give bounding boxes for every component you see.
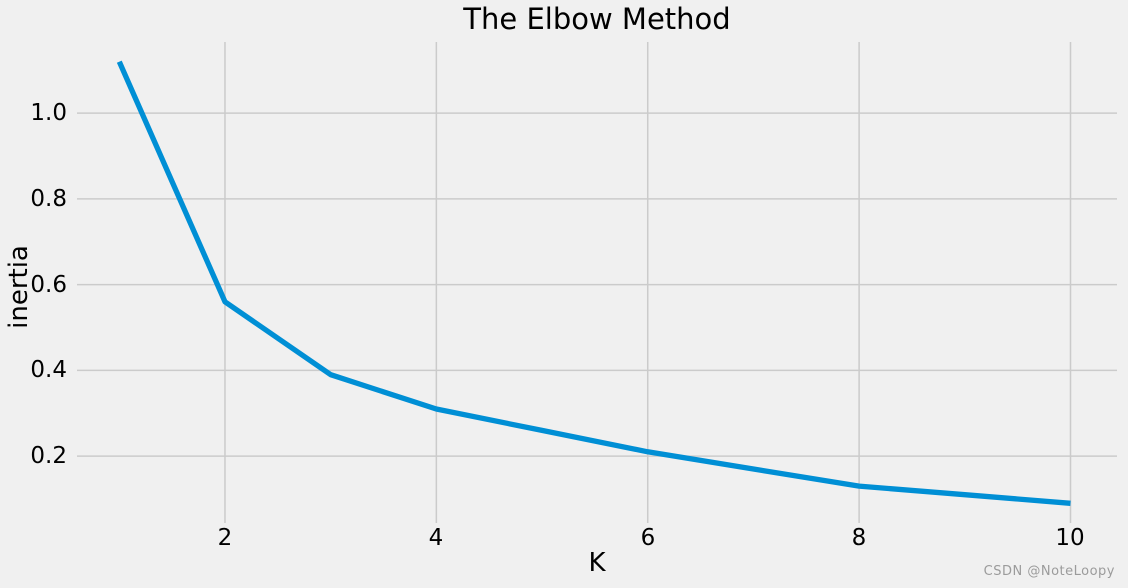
- y-tick-label: 1.0: [30, 100, 67, 126]
- x-tick-label: 6: [640, 525, 656, 551]
- y-tick-label: 0.4: [30, 357, 67, 383]
- y-tick-label: 0.6: [30, 272, 67, 298]
- inertia-line: [116, 60, 1071, 506]
- watermark: CSDN @NoteLoopy: [983, 564, 1115, 579]
- x-tick-label: 4: [428, 525, 444, 551]
- x-tick-label: 10: [1055, 525, 1085, 551]
- chart-title: The Elbow Method: [463, 2, 731, 36]
- y-axis-label: inertia: [4, 245, 34, 329]
- y-tick-label: 0.2: [30, 443, 67, 469]
- x-tick-label: 8: [851, 525, 867, 551]
- y-tick-label: 0.8: [30, 186, 67, 212]
- x-axis-label: K: [588, 548, 606, 578]
- x-tick-label: 2: [217, 525, 233, 551]
